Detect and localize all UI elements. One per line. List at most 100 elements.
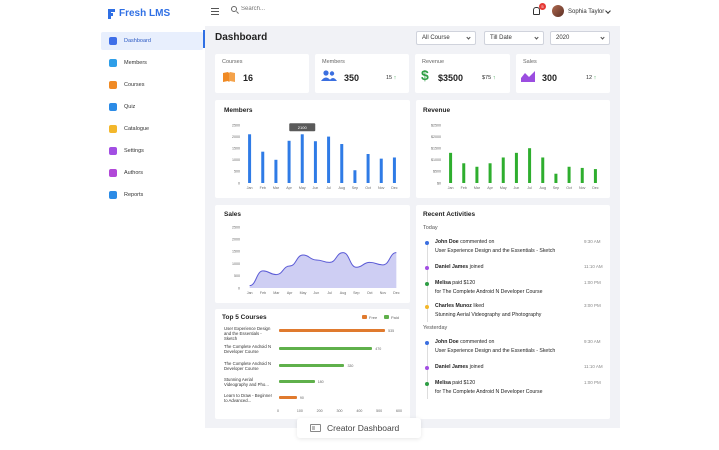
user-name[interactable]: Sophia Taylor — [568, 9, 605, 15]
logo[interactable]: Fresh LMS — [108, 8, 170, 19]
bar[interactable] — [514, 152, 518, 183]
date-filter-select[interactable]: Till Date — [484, 31, 544, 45]
bar[interactable] — [580, 167, 584, 183]
avatar[interactable] — [552, 5, 564, 17]
legend-swatch-paid — [384, 315, 389, 319]
stat-label: Members — [322, 59, 345, 65]
activity-object[interactable]: for The Complete Android N Developer Cou… — [435, 389, 543, 395]
activity-item[interactable]: Daniel James joined — [435, 363, 575, 372]
sidebar-item-settings[interactable]: Settings — [101, 142, 203, 160]
stat-delta: 15 ↑ — [386, 75, 397, 81]
x-tick-label: 400 — [356, 409, 363, 413]
activity-object[interactable]: User Experience Design and the Essential… — [435, 348, 556, 354]
sidebar-item-dashboard[interactable]: Dashboard — [101, 32, 203, 50]
sidebar-item-quiz[interactable]: Quiz — [101, 98, 203, 116]
search-input[interactable] — [241, 6, 321, 12]
activity-actor[interactable]: Charles Munoz — [435, 303, 472, 309]
x-tick-label: Aug — [340, 291, 346, 295]
activity-object[interactable]: for The Complete Android N Developer Cou… — [435, 289, 543, 295]
course-bar[interactable] — [279, 364, 345, 367]
bar[interactable] — [392, 157, 396, 183]
bar[interactable] — [567, 166, 571, 183]
y-tick-label: 1000 — [232, 262, 240, 266]
activity-group-label: Today — [423, 225, 438, 231]
y-tick-label: $1500 — [431, 147, 441, 151]
sidebar-item-catalogue[interactable]: Catalogue — [101, 120, 203, 138]
bar[interactable] — [313, 141, 317, 183]
bar[interactable] — [528, 148, 532, 183]
course-bar[interactable] — [279, 329, 386, 332]
activity-item[interactable]: Daniel James joined — [435, 263, 575, 272]
bar[interactable] — [379, 158, 383, 183]
bar[interactable] — [475, 166, 479, 183]
activity-object[interactable]: User Experience Design and the Essential… — [435, 248, 556, 254]
menu-icon[interactable] — [211, 8, 219, 15]
activity-actor[interactable]: John Doe — [435, 339, 459, 345]
x-tick-label: Mar — [474, 186, 481, 190]
stat-card-revenue[interactable] — [415, 54, 510, 93]
activity-item[interactable]: Melisa paid $120 for The Complete Android… — [435, 279, 575, 297]
course-bar[interactable] — [279, 380, 315, 383]
x-tick-label: 0 — [277, 409, 279, 413]
bar[interactable] — [261, 151, 265, 183]
course-value-label: 535 — [388, 328, 395, 333]
year-filter-select[interactable]: 2020 — [550, 31, 610, 45]
stat-card-sales[interactable] — [516, 54, 610, 93]
timeline-dot — [425, 381, 429, 386]
activity-actor[interactable]: Daniel James — [435, 264, 469, 270]
bell-icon[interactable] — [533, 7, 540, 15]
course-filter-select[interactable]: All Course — [416, 31, 476, 45]
bar[interactable] — [593, 169, 597, 183]
sidebar-item-reports[interactable]: Reports — [101, 186, 203, 204]
y-tick-label: 2000 — [232, 135, 240, 139]
y-tick-label: 1500 — [232, 147, 240, 151]
bar[interactable] — [488, 163, 492, 183]
x-tick-label: Sep — [353, 291, 359, 295]
bar[interactable] — [501, 157, 505, 183]
page-title: Dashboard — [215, 32, 268, 43]
activity-actor[interactable]: Melisa — [435, 380, 451, 386]
activity-actor[interactable]: Melisa — [435, 280, 451, 286]
y-tick-label: 0 — [238, 286, 240, 290]
notification-badge: 5 — [539, 3, 546, 10]
x-tick-label: 200 — [316, 409, 323, 413]
reports-icon — [109, 191, 117, 199]
sidebar-item-courses[interactable]: Courses — [101, 76, 203, 94]
bar[interactable] — [449, 152, 453, 183]
bar[interactable] — [340, 144, 344, 183]
chevron-down-icon — [600, 34, 605, 40]
bar[interactable] — [248, 134, 252, 183]
activity-verb: paid $120 — [450, 280, 476, 286]
course-bar[interactable] — [279, 347, 373, 350]
bar[interactable] — [462, 163, 466, 183]
activity-item[interactable]: Charles Munoz liked Stunning Aerial Video… — [435, 302, 575, 320]
bar[interactable] — [366, 154, 370, 183]
course-bar[interactable] — [279, 396, 297, 399]
bar[interactable] — [274, 159, 278, 183]
y-tick-label: 0 — [238, 181, 240, 185]
x-tick-label: May — [299, 186, 306, 190]
x-tick-label: Mar — [273, 291, 280, 295]
bar[interactable] — [327, 136, 331, 183]
search-box[interactable] — [231, 6, 321, 12]
activity-item[interactable]: John Doe commented on User Experience Des… — [435, 238, 575, 256]
x-tick-label: Jul — [527, 186, 532, 190]
activity-object[interactable]: Stunning Aerial Videography and Photogra… — [435, 312, 542, 318]
bar[interactable] — [554, 173, 558, 183]
members-icon — [109, 59, 117, 67]
x-tick-label: Mar — [273, 186, 280, 190]
bar[interactable] — [300, 134, 304, 183]
x-tick-label: Sep — [352, 186, 358, 190]
activity-item[interactable]: John Doe commented on User Experience Des… — [435, 338, 575, 356]
sidebar-item-members[interactable]: Members — [101, 54, 203, 72]
activity-actor[interactable]: Daniel James — [435, 364, 469, 370]
series-line[interactable] — [249, 252, 397, 287]
activity-item[interactable]: Melisa paid $120 for The Complete Android… — [435, 379, 575, 397]
sidebar-item-authors[interactable]: Authors — [101, 164, 203, 182]
bar[interactable] — [353, 170, 357, 183]
y-tick-label: 2000 — [232, 238, 240, 242]
bar[interactable] — [541, 157, 545, 183]
course-value-label: 470 — [375, 346, 382, 351]
activity-actor[interactable]: John Doe — [435, 239, 459, 245]
bar[interactable] — [287, 140, 291, 183]
